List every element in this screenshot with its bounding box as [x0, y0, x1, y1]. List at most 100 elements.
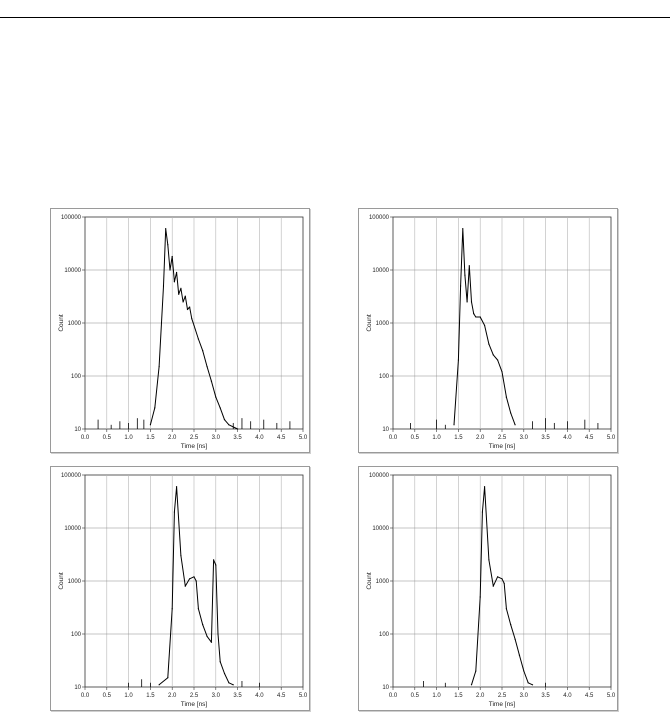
data-point — [462, 228, 464, 230]
x-tick-label: 2.5 — [190, 435, 199, 441]
data-point — [492, 354, 494, 356]
chart-1-svg: 0.0 0.5 1.0 1.5 2.0 2.5 3.0 3.5 4.0 4.5 5.0 10 100 10… — [58, 215, 308, 450]
x-tick-label: 2.0 — [476, 435, 485, 441]
y-tick-label: 1000 — [376, 321, 390, 327]
x-tick-label: 1.0 — [432, 693, 441, 699]
data-point — [206, 366, 208, 368]
data-point — [191, 318, 193, 320]
data-point — [184, 295, 186, 297]
x-tick-label: 3.5 — [541, 693, 550, 699]
data-point — [180, 287, 182, 289]
x-tick-label: 5.0 — [299, 435, 308, 441]
y-tick-label: 10000 — [64, 268, 81, 274]
data-point — [189, 578, 191, 580]
data-point — [479, 596, 481, 598]
data-point — [210, 380, 213, 382]
data-point — [202, 624, 204, 626]
data-point — [206, 635, 208, 638]
data-point — [518, 654, 521, 656]
data-point — [501, 371, 503, 373]
x-tick-label: 4.0 — [563, 693, 572, 699]
x-tick-label: 4.5 — [585, 693, 594, 699]
data-point — [184, 585, 186, 587]
data-point — [466, 301, 468, 303]
x-tick-label: 0.0 — [389, 693, 398, 699]
data-point — [171, 608, 173, 610]
data-point — [182, 301, 184, 303]
x-tick-label: 2.0 — [168, 435, 177, 441]
data-point — [457, 359, 459, 361]
x-tick-label: 4.0 — [255, 435, 264, 441]
x-tick-label: 0.5 — [411, 693, 420, 699]
x-tick-label: 3.5 — [541, 435, 550, 441]
data-point — [219, 661, 221, 663]
data-point — [505, 608, 507, 610]
data-point — [215, 396, 217, 398]
data-point — [173, 511, 175, 513]
data-point — [475, 670, 477, 672]
x-axis-title: Time [ns] — [181, 701, 208, 708]
data-point — [223, 419, 226, 421]
y-tick-label: 10 — [382, 685, 389, 691]
y-tick-label: 100 — [71, 374, 82, 380]
x-tick-label: 4.0 — [255, 693, 264, 699]
data-point — [464, 274, 466, 276]
data-point — [483, 486, 486, 488]
y-tick-label: 10000 — [372, 268, 389, 274]
x-tick-label: 4.0 — [563, 435, 572, 441]
data-point — [193, 576, 195, 578]
chart-panel-4: 0.0 0.5 1.0 1.5 2.0 2.5 3.0 3.5 4.0 4.5 5.0 10 100 10… — [358, 466, 618, 711]
data-point — [175, 271, 178, 274]
data-point — [178, 293, 180, 295]
data-point — [514, 638, 516, 640]
data-point — [154, 407, 156, 409]
data-point — [510, 624, 512, 626]
data-point — [510, 412, 512, 414]
y-tick-label: 100000 — [61, 473, 82, 479]
y-tick-label: 100000 — [369, 215, 390, 221]
x-tick-label: 2.0 — [476, 693, 485, 699]
y-tick-label: 10 — [74, 427, 81, 433]
data-point — [173, 281, 175, 283]
data-point — [497, 576, 499, 578]
y-tick-label: 10 — [74, 685, 81, 691]
data-point — [158, 684, 160, 686]
x-tick-label: 0.0 — [389, 435, 398, 441]
data-point — [473, 313, 475, 315]
x-tick-label: 2.5 — [498, 435, 507, 441]
data-point — [492, 585, 494, 587]
data-point — [459, 285, 462, 287]
y-axis-title: Count — [366, 314, 373, 332]
data-point — [162, 285, 165, 287]
data-point — [149, 424, 151, 426]
data-point — [514, 424, 516, 426]
x-tick-label: 0.5 — [103, 435, 112, 441]
data-point — [523, 670, 525, 672]
x-tick-label: 2.0 — [168, 693, 177, 699]
data-point — [193, 324, 195, 327]
x-tick-label: 3.5 — [233, 693, 242, 699]
x-tick-label: 4.5 — [585, 435, 594, 441]
data-point — [468, 265, 470, 267]
data-point — [488, 559, 490, 561]
chart-panel-1: 0.0 0.5 1.0 1.5 2.0 2.5 3.0 3.5 4.0 4.5 5.0 10 100 10… — [50, 208, 310, 453]
chart-3-svg: 0.0 0.5 1.0 1.5 2.0 2.5 3.0 3.5 4.0 4.5 5.0 10 100 10… — [58, 473, 308, 708]
data-point — [217, 633, 219, 635]
x-tick-label: 4.5 — [277, 693, 286, 699]
x-tick-label: 1.0 — [124, 693, 133, 699]
data-point — [481, 511, 483, 513]
data-point — [165, 228, 167, 230]
x-tick-label: 2.5 — [498, 693, 507, 699]
y-tick-label: 10000 — [64, 526, 81, 532]
data-point — [213, 559, 215, 561]
data-point — [470, 301, 473, 303]
data-point — [215, 564, 217, 566]
data-point — [470, 684, 473, 686]
data-point — [475, 316, 477, 318]
y-tick-label: 10000 — [372, 526, 389, 532]
chart-2-svg: 0.0 0.5 1.0 1.5 2.0 2.5 3.0 3.5 4.0 4.5 5.0 10 100 10… — [366, 215, 616, 450]
x-tick-label: 1.5 — [146, 435, 155, 441]
x-tick-label: 1.0 — [432, 435, 441, 441]
x-tick-label: 1.5 — [454, 435, 463, 441]
y-tick-label: 1000 — [68, 579, 82, 585]
